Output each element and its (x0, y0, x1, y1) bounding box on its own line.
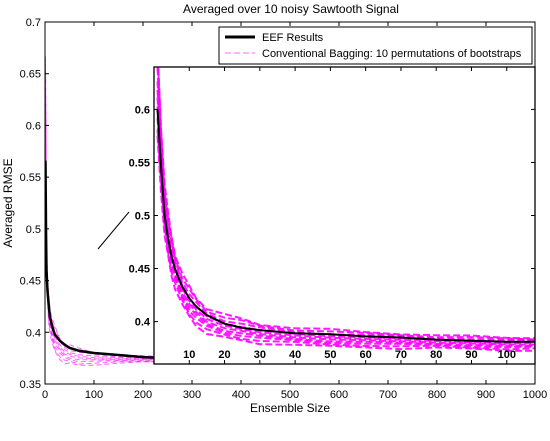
inset-x-tick-label: 20 (218, 349, 230, 361)
inset-series-layer (156, 67, 535, 352)
inset-x-tick-label: 90 (465, 349, 477, 361)
main-x-tick-label: 500 (281, 389, 299, 401)
inset-x-tick-label: 70 (395, 349, 407, 361)
inset-x-tick-label: 60 (360, 349, 372, 361)
inset-x-tick-label: 40 (289, 349, 301, 361)
inset-plot: 10 20 30 40 50 60 70 80 90 100 0.4 0.45 0.5 0.55 0.6 (129, 66, 536, 365)
inset-pointer-line (97, 211, 130, 250)
main-x-tick-label: 700 (379, 389, 397, 401)
main-x-tick-label: 0 (42, 389, 48, 401)
legend-label-bagging: Conventional Bagging: 10 permutations of… (262, 48, 522, 60)
legend: EEF Results Conventional Bagging: 10 per… (218, 26, 533, 65)
main-x-tick-label: 100 (85, 389, 103, 401)
main-y-tick-label: 0.55 (20, 172, 41, 184)
inset-y-tick-label: 0.45 (129, 264, 150, 276)
main-y-tick-label: 0.6 (26, 120, 41, 132)
main-x-tick-label: 300 (183, 389, 201, 401)
legend-label-eef: EEF Results (262, 32, 324, 44)
main-y-tick-label: 0.65 (20, 69, 41, 81)
legend-box (218, 26, 533, 65)
chart-title: Averaged over 10 noisy Sawtooth Signal (183, 2, 399, 16)
main-y-tick-label: 0.45 (20, 276, 41, 288)
main-bagging-line-5 (45, 91, 535, 363)
main-y-ticks: 0.35 0.4 0.45 0.5 0.55 0.6 0.65 0.7 (20, 17, 535, 391)
inset-x-tick-label: 50 (324, 349, 336, 361)
inset-y-ticks: 0.4 0.45 0.5 0.55 0.6 (129, 104, 535, 329)
inset-y-tick-label: 0.55 (129, 157, 150, 169)
main-x-tick-label: 1000 (523, 389, 547, 401)
main-x-tick-label: 400 (232, 389, 250, 401)
main-x-tick-label: 800 (428, 389, 446, 401)
main-x-tick-label: 600 (330, 389, 348, 401)
inset-x-tick-label: 100 (498, 349, 516, 361)
inset-bagging-line-3 (156, 117, 535, 349)
inset-bagging-line-5 (156, 97, 535, 346)
inset-y-tick-label: 0.6 (135, 104, 150, 116)
inset-eef-line (156, 109, 535, 343)
inset-y-tick-label: 0.4 (135, 317, 151, 329)
main-x-tick-label: 900 (477, 389, 495, 401)
inset-x-tick-label: 30 (254, 349, 266, 361)
x-axis-label: Ensemble Size (250, 401, 330, 415)
inset-x-tick-label: 10 (183, 349, 195, 361)
inset-x-tick-label: 80 (430, 349, 442, 361)
main-y-tick-label: 0.5 (26, 224, 41, 236)
inset-bagging-line-10 (157, 67, 535, 340)
y-axis-label: Averaged RMSE (1, 158, 15, 247)
main-y-tick-label: 0.4 (26, 327, 41, 339)
main-x-ticks: 0 100 200 300 400 500 600 700 800 900 1000 (42, 22, 547, 401)
inset-y-tick-label: 0.5 (135, 211, 150, 223)
main-x-tick-label: 200 (134, 389, 152, 401)
main-y-tick-label: 0.35 (20, 379, 41, 391)
main-y-tick-label: 0.7 (26, 17, 41, 29)
inset-bagging-line-9 (157, 67, 535, 341)
inset-x-ticks: 10 20 30 40 50 60 70 80 90 100 (183, 67, 516, 364)
inset-background (154, 67, 535, 364)
